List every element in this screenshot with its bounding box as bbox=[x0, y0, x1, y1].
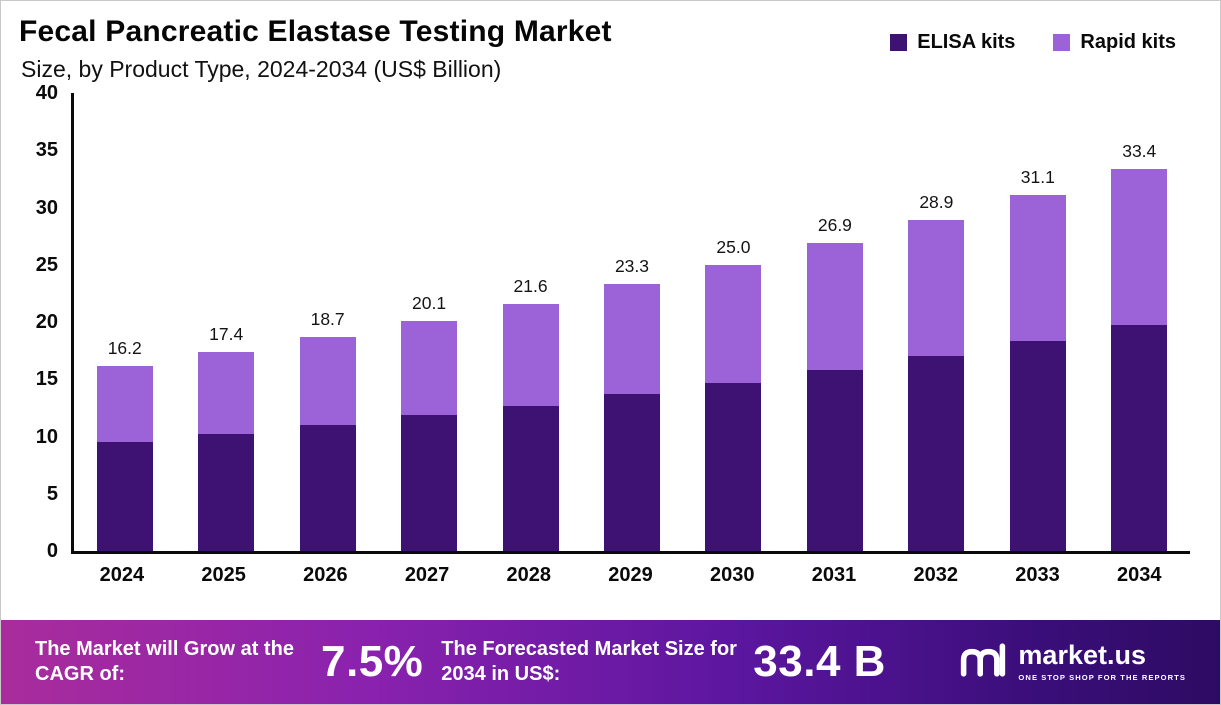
legend-label: Rapid kits bbox=[1080, 31, 1176, 53]
titles: Fecal Pancreatic Elastase Testing Market… bbox=[19, 15, 612, 83]
cagr-value: 7.5% bbox=[321, 637, 424, 686]
bar-segment-elisa-kits bbox=[1009, 341, 1066, 551]
bar-segment-rapid-kits bbox=[603, 284, 660, 395]
bar-segment-rapid-kits bbox=[1111, 168, 1168, 326]
bar-column-2031: 26.9 bbox=[784, 93, 885, 551]
y-axis-tick: 30 bbox=[35, 196, 58, 219]
bar-column-2025: 17.4 bbox=[175, 93, 276, 551]
bar-total-label: 17.4 bbox=[209, 323, 244, 344]
bar-segment-elisa-kits bbox=[502, 405, 559, 551]
brand-tagline: ONE STOP SHOP FOR THE REPORTS bbox=[1018, 673, 1186, 682]
legend-label: ELISA kits bbox=[917, 31, 1016, 53]
x-axis-label: 2030 bbox=[710, 564, 755, 586]
bar-segment-rapid-kits bbox=[96, 365, 153, 443]
page-subtitle: Size, by Product Type, 2024-2034 (US$ Bi… bbox=[21, 56, 502, 82]
y-axis-tick: 10 bbox=[35, 425, 58, 448]
legend-swatch bbox=[1053, 34, 1071, 51]
footer-banner: The Market will Grow at the CAGR of: 7.5… bbox=[1, 620, 1220, 704]
bar-total-label: 21.6 bbox=[513, 275, 548, 296]
bar-total-label: 20.1 bbox=[412, 292, 447, 313]
header: Fecal Pancreatic Elastase Testing Market… bbox=[1, 1, 1220, 83]
bar-segment-elisa-kits bbox=[1111, 325, 1168, 551]
bar-total-label: 25.0 bbox=[716, 236, 751, 257]
marketus-logo-icon bbox=[959, 639, 1007, 686]
bar-segment-rapid-kits bbox=[908, 220, 965, 357]
bar-segment-rapid-kits bbox=[502, 303, 559, 406]
bar-segment-elisa-kits bbox=[806, 370, 863, 551]
legend-item-elisa-kits: ELISA kits bbox=[890, 31, 1015, 54]
x-axis-label: 2024 bbox=[99, 564, 145, 586]
x-axis-label: 2033 bbox=[1015, 564, 1060, 586]
y-axis-tick: 40 bbox=[35, 82, 58, 104]
x-axis-label: 2032 bbox=[913, 564, 958, 586]
brand: market.us ONE STOP SHOP FOR THE REPORTS bbox=[959, 639, 1186, 686]
legend-swatch bbox=[890, 34, 908, 51]
page-title: Fecal Pancreatic Elastase Testing Market bbox=[19, 15, 612, 48]
x-axis-label: 2028 bbox=[506, 564, 552, 586]
bar-segment-elisa-kits bbox=[908, 356, 965, 551]
bar-column-2033: 31.1 bbox=[987, 93, 1088, 551]
x-axis-label: 2027 bbox=[404, 564, 450, 586]
cagr-label: The Market will Grow at the CAGR of: bbox=[35, 638, 294, 685]
bar-segment-elisa-kits bbox=[705, 382, 762, 551]
bar-column-2030: 25.0 bbox=[683, 93, 784, 551]
x-axis-label: 2026 bbox=[303, 564, 348, 586]
y-axis-tick: 25 bbox=[35, 253, 58, 276]
bar-segment-elisa-kits bbox=[299, 425, 356, 551]
bar-total-label: 16.2 bbox=[107, 337, 142, 358]
y-axis-tick: 0 bbox=[46, 540, 58, 562]
bar-segment-rapid-kits bbox=[806, 243, 863, 371]
y-axis-tick: 5 bbox=[46, 482, 58, 505]
bar-segment-rapid-kits bbox=[705, 264, 762, 383]
legend: ELISA kits Rapid kits bbox=[890, 31, 1176, 54]
x-axis-label: 2025 bbox=[201, 564, 246, 586]
bar-column-2034: 33.4 bbox=[1089, 93, 1190, 551]
bar-column-2026: 18.7 bbox=[277, 93, 378, 551]
x-axis-label: 2034 bbox=[1116, 564, 1162, 586]
bar-column-2024: 16.2 bbox=[74, 93, 175, 551]
bar-segment-rapid-kits bbox=[198, 351, 255, 435]
bar-column-2027: 20.1 bbox=[378, 93, 479, 551]
bar-total-label: 26.9 bbox=[817, 215, 852, 235]
bar-segment-elisa-kits bbox=[401, 414, 458, 551]
chart-plot: 0 5 10 15 20 25 30 35 40 16.2 17.4 18.7 20.1 21.6 23.3… bbox=[36, 82, 1190, 562]
y-axis-tick: 35 bbox=[35, 139, 58, 162]
bar-total-label: 33.4 bbox=[1122, 140, 1157, 161]
forecast-value: 33.4 B bbox=[753, 637, 886, 686]
bar-total-label: 28.9 bbox=[919, 192, 954, 213]
x-axis-labels: 2024 2025 2026 2027 2028 2029 2030 2031 2032 2033… bbox=[71, 564, 1190, 587]
bar-total-label: 31.1 bbox=[1020, 166, 1055, 187]
bar-segment-elisa-kits bbox=[603, 394, 660, 551]
bar-segment-elisa-kits bbox=[198, 434, 255, 551]
bar-total-label: 23.3 bbox=[614, 256, 650, 277]
bar-total-label: 18.7 bbox=[310, 308, 345, 329]
bar-segment-rapid-kits bbox=[401, 320, 458, 415]
bar-column-2028: 21.6 bbox=[480, 93, 581, 551]
brand-text: market.us ONE STOP SHOP FOR THE REPORTS bbox=[1018, 640, 1186, 683]
bar-column-2032: 28.9 bbox=[886, 93, 987, 551]
bar-segment-elisa-kits bbox=[96, 442, 153, 551]
y-axis-tick: 20 bbox=[35, 311, 58, 333]
bar-column-2029: 23.3 bbox=[581, 93, 682, 551]
bar-segment-rapid-kits bbox=[299, 336, 356, 426]
forecast-label: The Forecasted Market Size for 2034 in U… bbox=[441, 638, 737, 685]
x-axis-label: 2029 bbox=[608, 564, 653, 586]
x-axis-label: 2031 bbox=[811, 564, 857, 586]
bar-segment-rapid-kits bbox=[1009, 194, 1066, 342]
legend-item-rapid-kits: Rapid kits bbox=[1053, 31, 1176, 54]
brand-name: market.us bbox=[1018, 640, 1146, 670]
y-axis-tick: 15 bbox=[35, 368, 58, 391]
